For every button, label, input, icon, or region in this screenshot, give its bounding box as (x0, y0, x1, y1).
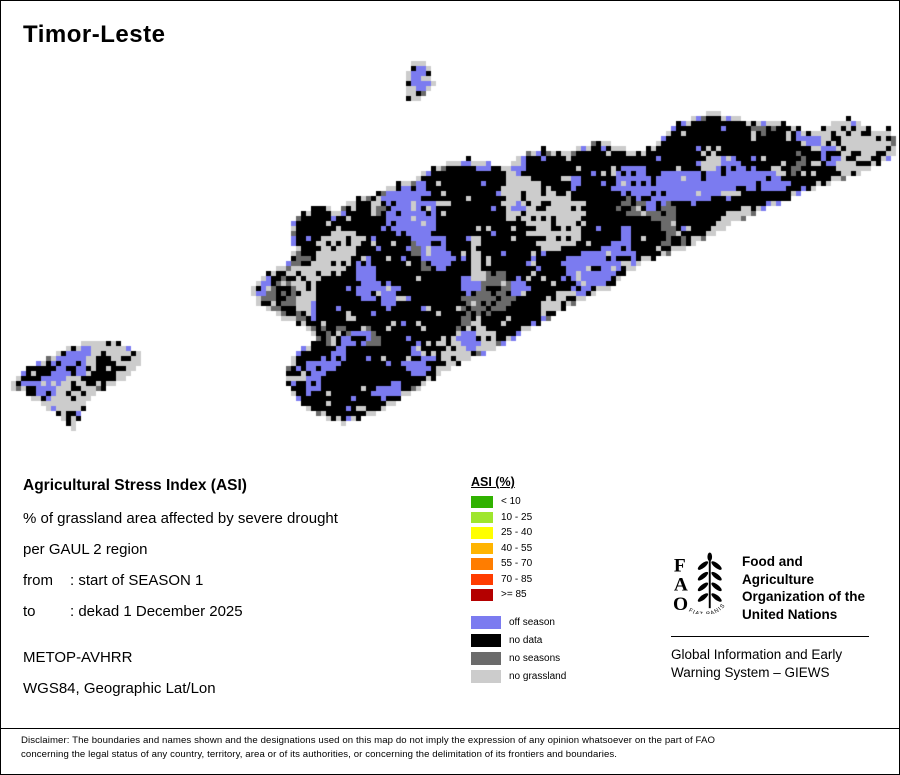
fao-motto: FIAT PANIS (687, 603, 727, 614)
asi-class-list: < 10 10 - 25 25 - 40 40 - 55 55 - 70 70 - 85 >… (471, 496, 566, 601)
giews-line1: Global Information and Early (671, 647, 843, 662)
fao-letter-a: A (674, 575, 688, 596)
legend-swatch (471, 558, 493, 570)
legend-swatch (471, 542, 493, 554)
legend-label: no seasons (509, 652, 561, 664)
legend-label: 10 - 25 (501, 511, 533, 523)
fao-org-name: Food and Agriculture Organization of the… (742, 550, 869, 623)
legend-swatch (471, 633, 501, 647)
map-info-block: Agricultural Stress Index (ASI) % of gra… (23, 477, 338, 711)
asi-description-line2: per GAUL 2 region (23, 541, 148, 558)
disclaimer-line1: Disclaimer: The boundaries and names sho… (21, 735, 716, 746)
from-value: : start of SEASON 1 (70, 572, 204, 589)
legend-swatch (471, 589, 493, 601)
to-value: : dekad 1 December 2025 (70, 603, 243, 620)
legend-swatch (471, 573, 493, 585)
legend-row: 10 - 25 (471, 511, 566, 523)
asi-legend-title: ASI (%) (471, 475, 515, 489)
legend-label: 70 - 85 (501, 573, 533, 585)
legend-swatch (471, 669, 501, 683)
asi-category-list: off season no data no seasons no grassland (471, 615, 567, 683)
legend-row: no grassland (471, 669, 567, 683)
legend-label: < 10 (501, 496, 521, 508)
fao-header: F A O FIAT PANIS (671, 550, 869, 623)
disclaimer-divider (1, 728, 899, 729)
legend-label: >= 85 (501, 589, 527, 601)
fao-logo-icon: F A O FIAT PANIS (673, 552, 727, 614)
legend-row: 40 - 55 (471, 542, 566, 554)
map-canvas (1, 1, 899, 461)
legend-label: 25 - 40 (501, 527, 533, 539)
legend-row: >= 85 (471, 589, 566, 601)
legend-row: no seasons (471, 651, 566, 665)
disclaimer-line2: concerning the legal status of any count… (21, 748, 618, 760)
wheat-icon (697, 552, 722, 609)
legend-swatch (471, 651, 501, 665)
asi-heading: Agricultural Stress Index (ASI) (23, 477, 247, 494)
legend-row: 25 - 40 (471, 527, 566, 539)
period-from: from : start of SEASON 1 (23, 572, 338, 589)
legend-label: 55 - 70 (501, 558, 533, 570)
fao-org-line3: United Nations (742, 606, 838, 622)
projection-line: WGS84, Geographic Lat/Lon (23, 680, 216, 697)
legend-row: off season (471, 615, 566, 629)
asi-description-line1: % of grassland area affected by severe d… (23, 510, 338, 527)
fao-block: F A O FIAT PANIS (671, 550, 869, 682)
legend-row: no data (471, 633, 566, 647)
asi-legend: ASI (%) < 10 10 - 25 25 - 40 40 - 55 55 - 70… (471, 473, 566, 688)
period-to: to : dekad 1 December 2025 (23, 603, 338, 620)
sensor-line: METOP-AVHRR (23, 649, 133, 666)
legend-label: off season (509, 616, 555, 628)
giews-line2: Warning System – GIEWS (671, 665, 830, 680)
fao-org-line1: Food and Agriculture (742, 554, 815, 587)
legend-swatch (471, 511, 493, 523)
legend-row: 55 - 70 (471, 558, 566, 570)
legend-row: < 10 (471, 496, 566, 508)
legend-label: 40 - 55 (501, 542, 533, 554)
legend-swatch (471, 496, 493, 508)
from-label: from (23, 572, 53, 589)
legend-label: no grassland (509, 670, 567, 682)
fao-letter-f: F (674, 555, 686, 576)
legend-label: no data (509, 634, 543, 646)
legend-row: 70 - 85 (471, 573, 566, 585)
legend-swatch (471, 615, 501, 629)
giews-text: Global Information and Early Warning Sys… (671, 646, 869, 682)
fao-letter-o: O (673, 594, 688, 614)
disclaimer-text: Disclaimer: The boundaries and names sho… (21, 734, 885, 761)
fao-org-line2: Organization of the (742, 589, 865, 604)
fao-divider (671, 636, 869, 637)
to-label: to (23, 603, 36, 620)
legend-swatch (471, 527, 493, 539)
